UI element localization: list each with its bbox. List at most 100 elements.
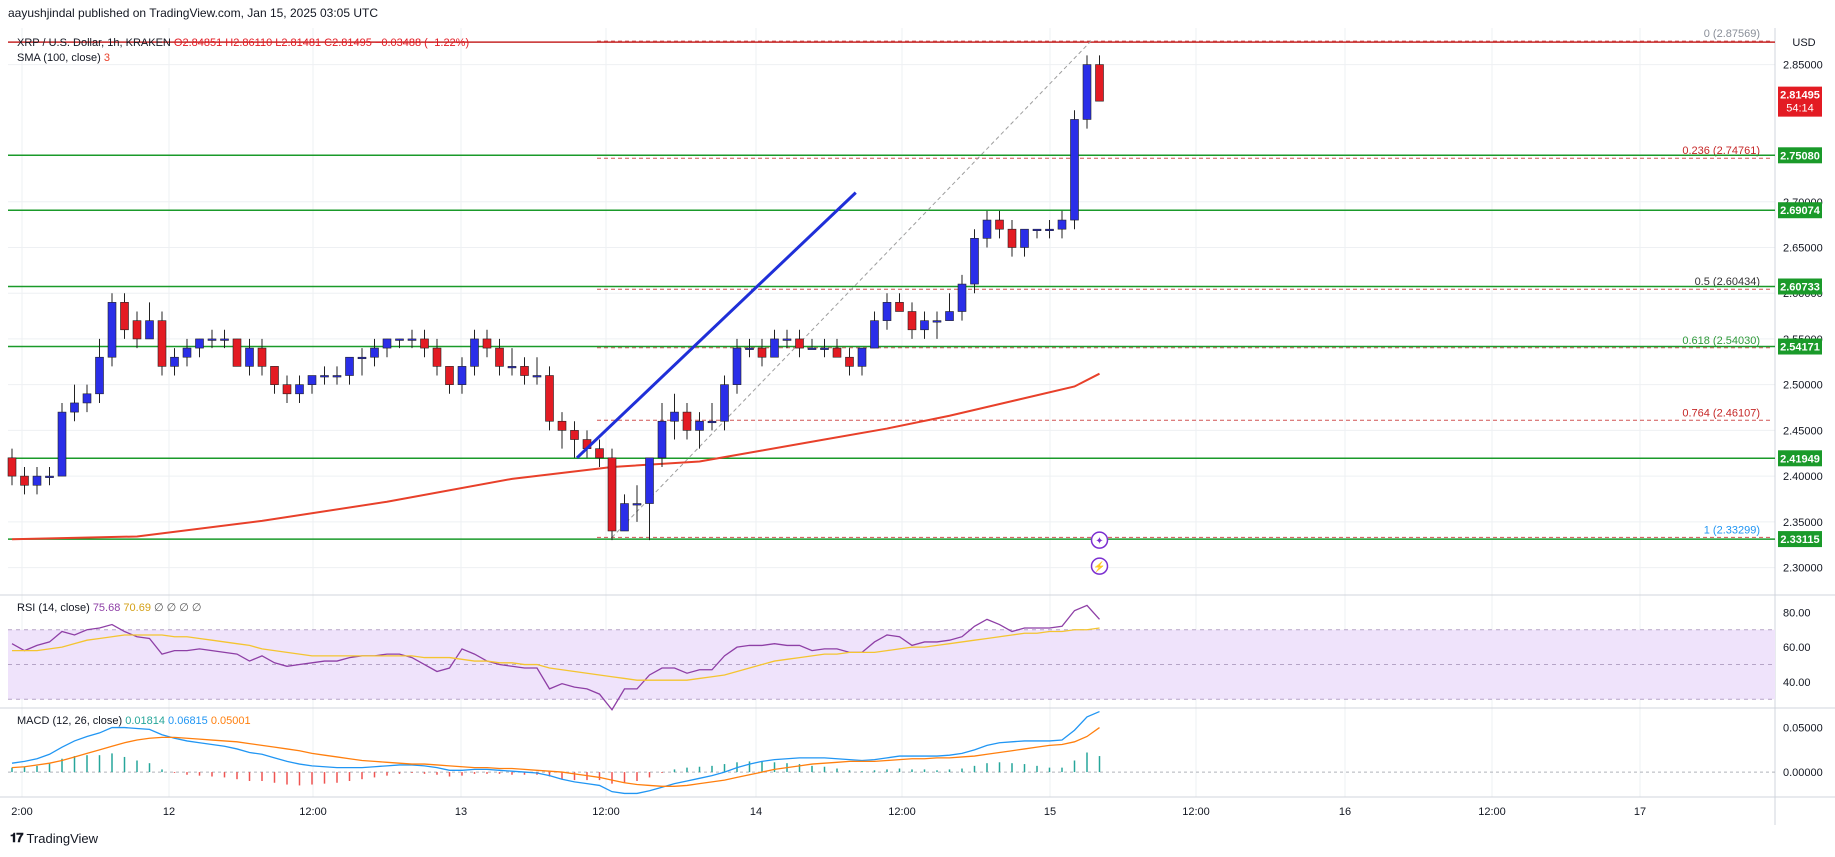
rsi-legend-label: RSI (14, close): [17, 602, 93, 614]
candle-body: [357, 356, 367, 360]
candle-body: [945, 311, 954, 321]
candle-body: [920, 320, 929, 331]
candle-body: [282, 384, 292, 395]
sma-legend: SMA (100, close) 3: [17, 52, 110, 64]
x-tick-label: 12:00: [299, 806, 327, 818]
candle-body: [632, 503, 642, 506]
level-price-label: 2.75080: [1780, 150, 1820, 162]
candle-body: [7, 457, 17, 477]
candle-body: [470, 338, 479, 367]
macd-signal-value: 0.05001: [211, 715, 251, 727]
fib-connector-line: [611, 40, 1092, 538]
candle-body: [820, 347, 829, 350]
candle-body: [1095, 64, 1104, 102]
level-price-tag: [1778, 450, 1822, 467]
candle-body: [557, 420, 567, 431]
level-price-label: 2.33115: [1780, 534, 1819, 546]
tradingview-brand: TradingView: [26, 830, 99, 846]
level-price-tag: [1778, 202, 1822, 219]
candle-body: [95, 356, 104, 395]
candle-body: [445, 366, 454, 385]
candle-body: [832, 347, 842, 358]
x-tick-label: 16: [1339, 806, 1351, 818]
candle-body: [770, 338, 779, 358]
candle-body: [857, 347, 867, 367]
rsi-extra-values: ∅ ∅ ∅ ∅: [154, 602, 202, 614]
macd-signal-line: [11, 727, 1100, 787]
candle-body: [1070, 119, 1079, 221]
publish-header: aayushjindal published on TradingView.co…: [8, 6, 378, 20]
candle-body: [545, 375, 554, 422]
candle-body: [1057, 219, 1067, 230]
macd-hist-value: 0.01814: [125, 715, 168, 727]
candle-body: [495, 347, 504, 367]
candle-body: [957, 283, 967, 312]
candle-body: [720, 384, 729, 422]
fib-level-label: 0.764 (2.46107): [1682, 407, 1760, 419]
candle-body: [682, 411, 692, 431]
tradingview-logo-icon: 𝟏𝟕: [10, 830, 24, 845]
last-price-label: 2.81495: [1780, 90, 1820, 102]
y-tick-label: 2.65000: [1783, 242, 1823, 254]
candle-body: [132, 320, 142, 340]
candle-body: [320, 375, 329, 378]
level-price-label: 2.60733: [1780, 282, 1820, 294]
candle-body: [907, 311, 917, 331]
candle-body: [1082, 64, 1092, 120]
candle-body: [482, 338, 492, 349]
candle-body: [407, 338, 417, 341]
candle-body: [1032, 228, 1042, 231]
last-price-tag: [1778, 86, 1822, 117]
candle-body: [607, 457, 617, 532]
candle-body: [157, 320, 167, 367]
candle-body: [620, 503, 629, 532]
symbol-title: XRP / U.S. Dollar, 1h, KRAKEN: [17, 37, 174, 49]
candle-body: [882, 302, 892, 321]
x-tick-label: 12:00: [888, 806, 916, 818]
rsi-tick-label: 80.00: [1783, 607, 1811, 619]
y-tick-label: 2.40000: [1783, 471, 1823, 483]
ohlc-values: O2.84851 H2.86110 L2.81481 C2.81495 −0.0…: [174, 37, 469, 49]
macd-tick-label: 0.05000: [1783, 723, 1823, 735]
macd-legend-label: MACD (12, 26, close): [17, 715, 125, 727]
candle-body: [270, 366, 279, 385]
candle-body: [870, 320, 879, 349]
candle-body: [432, 347, 442, 367]
candle-body: [220, 338, 229, 341]
candle-body: [207, 338, 217, 341]
tradingview-logo[interactable]: 𝟏𝟕 TradingView: [10, 830, 98, 846]
sma-legend-value: 3: [104, 52, 110, 64]
candle-body: [1007, 228, 1017, 248]
x-tick-label: 2:00: [11, 806, 32, 818]
chart-area[interactable]: 2:00 12 12:00 13 12:00 14 12:00 15 12:00 16 12:00 1…: [0, 28, 1835, 828]
candle-body: [657, 420, 667, 459]
candle-body: [782, 338, 792, 341]
candle-body: [182, 347, 192, 358]
candle-body: [170, 356, 179, 367]
sma-legend-label: SMA (100, close): [17, 52, 104, 64]
level-price-tag: [1778, 338, 1822, 355]
sma-line: [11, 372, 1100, 541]
candle-body: [82, 393, 92, 404]
macd-tick-label: 0.00000: [1783, 767, 1823, 779]
x-tick-label: 12:00: [592, 806, 620, 818]
candle-body: [645, 457, 654, 504]
candle-body: [195, 338, 204, 349]
candle-body: [457, 366, 467, 385]
candle-body: [595, 448, 604, 459]
candle-body: [507, 366, 517, 369]
x-tick-label: 17: [1634, 806, 1646, 818]
rsi-ma-legend-value: 70.69: [123, 602, 154, 614]
candle-body: [995, 219, 1004, 230]
chart-svg[interactable]: 2:00 12 12:00 13 12:00 14 12:00 15 12:00 16 12:00 1…: [0, 28, 1835, 828]
candle-body: [370, 347, 379, 358]
y-tick-label: 2.85000: [1783, 60, 1823, 72]
target-icon: ✦: [1095, 536, 1103, 547]
candle-body: [757, 347, 767, 358]
candle-body: [295, 384, 304, 395]
candle-body: [1020, 228, 1029, 248]
candle-body: [382, 338, 392, 349]
fib-level-label: 1 (2.33299): [1704, 524, 1760, 536]
candle-body: [257, 347, 267, 367]
candle-body: [307, 375, 317, 385]
